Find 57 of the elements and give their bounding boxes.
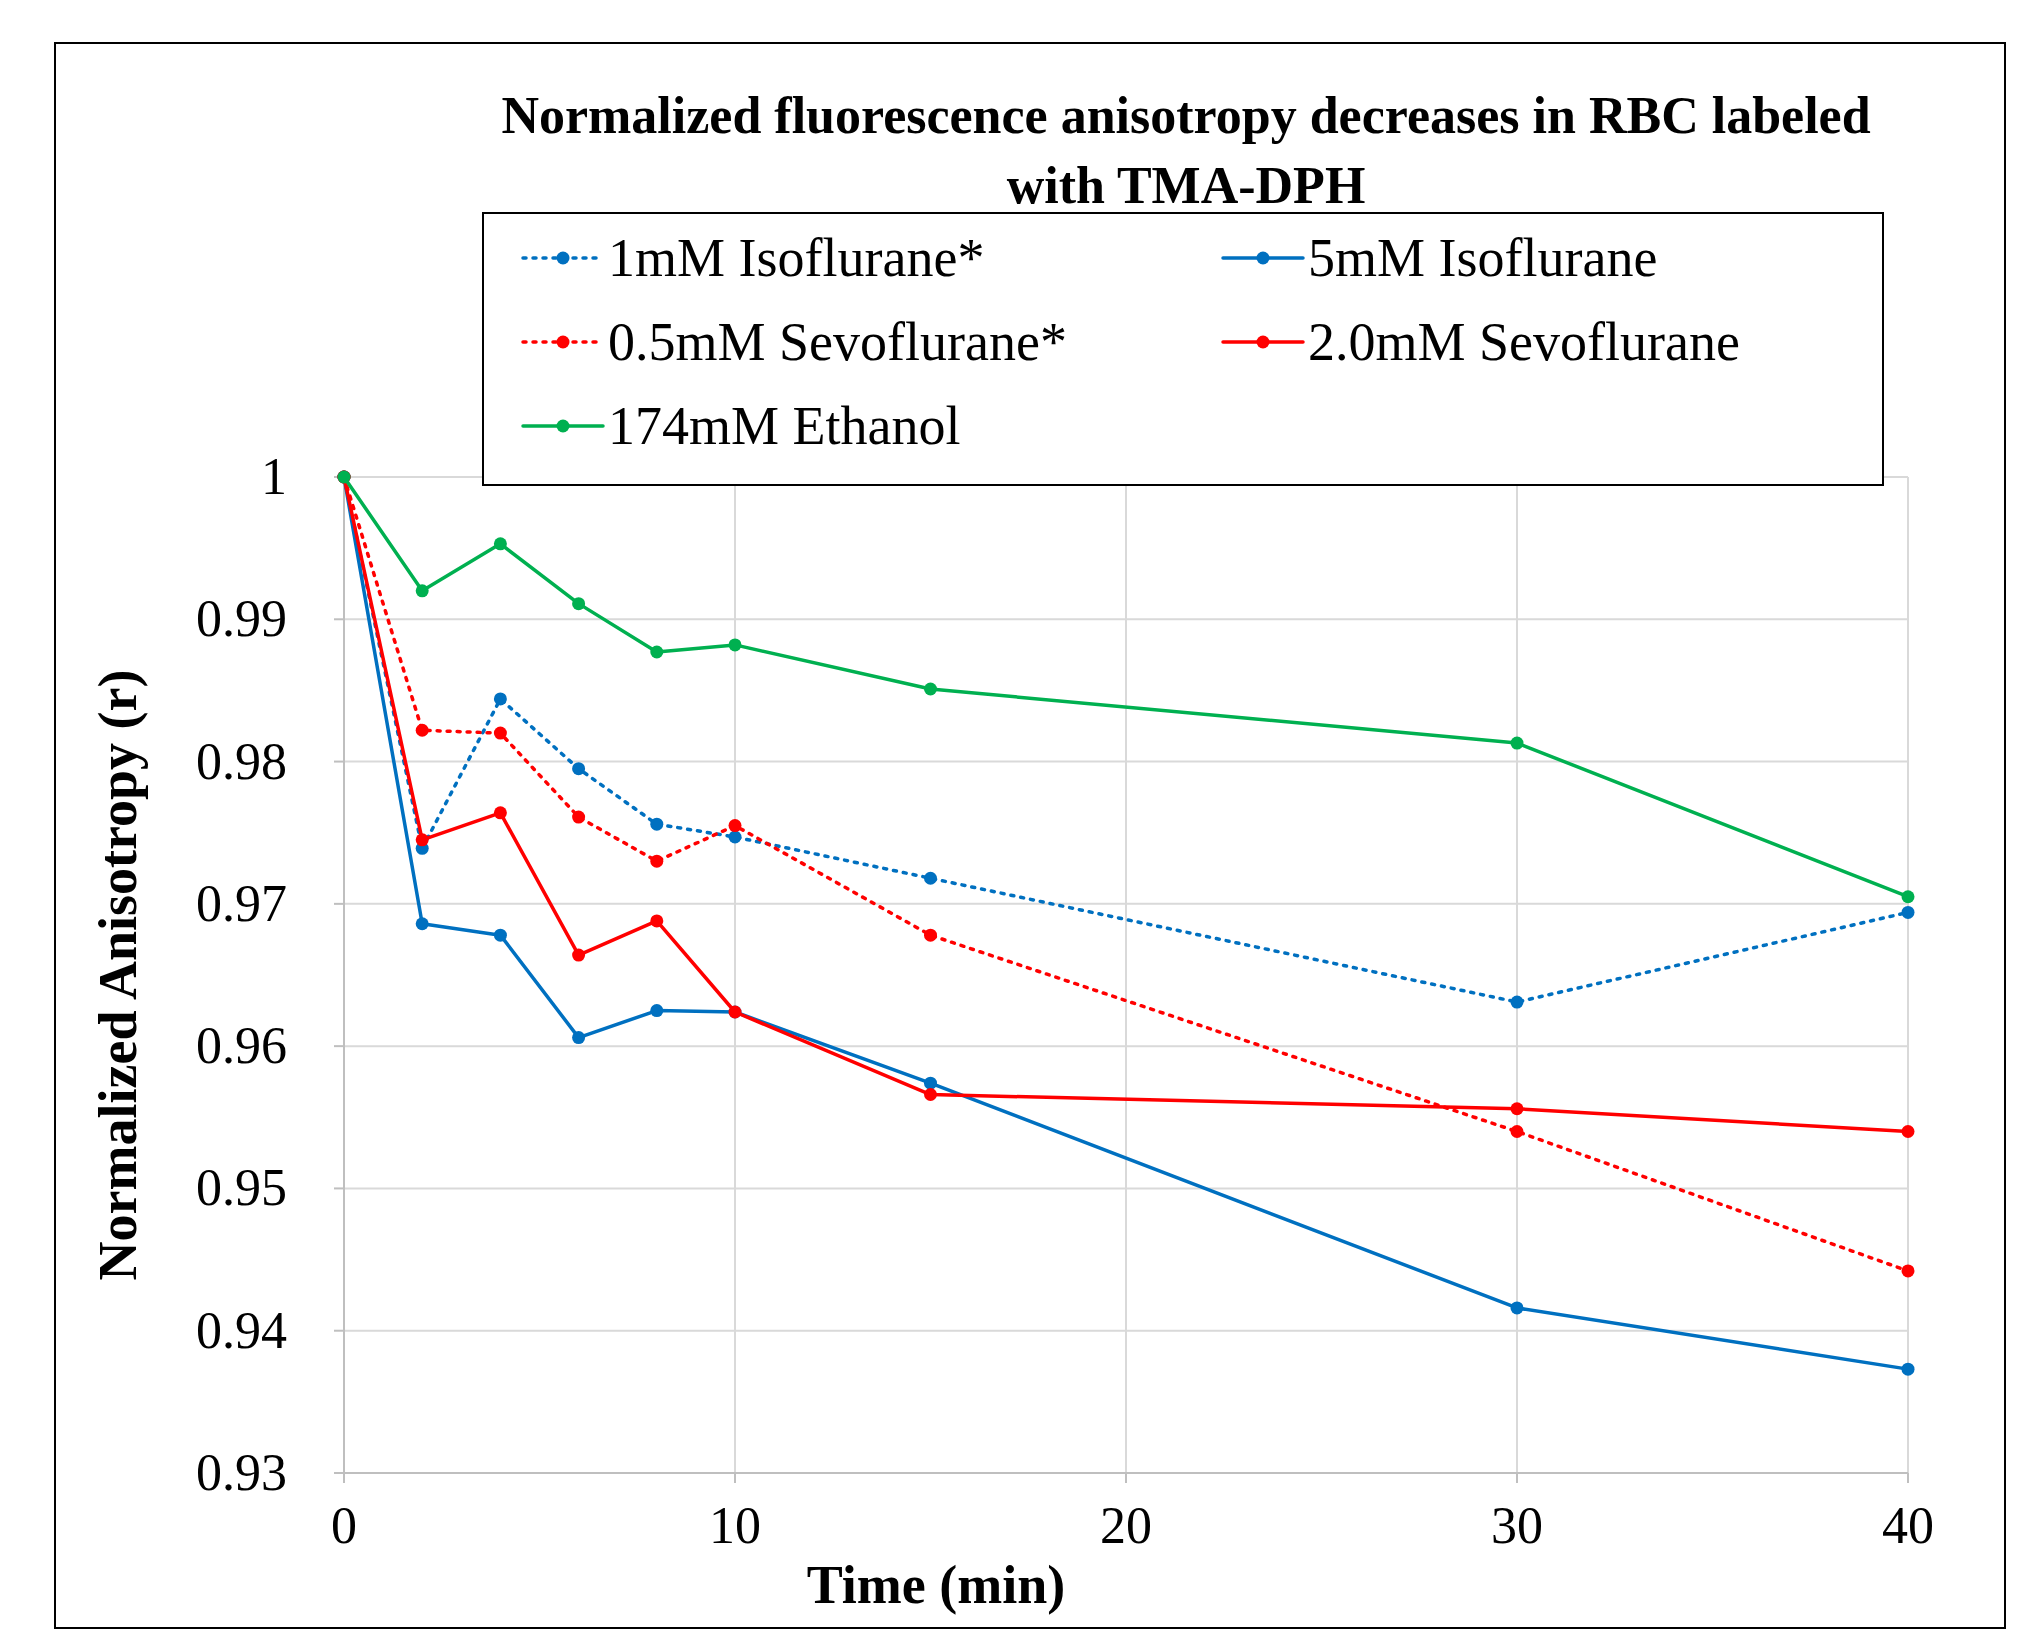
- point: [1901, 1362, 1915, 1376]
- point: [650, 854, 664, 868]
- point: [1510, 1125, 1524, 1139]
- point: [415, 723, 429, 737]
- point: [1510, 736, 1524, 750]
- point: [728, 638, 742, 652]
- point: [728, 819, 742, 833]
- y-tick-label: 1: [261, 448, 287, 505]
- point: [493, 726, 507, 740]
- point: [924, 682, 937, 696]
- point: [924, 1088, 937, 1102]
- legend-label: 5mM Isoflurane: [1308, 228, 1658, 288]
- legend-label: 174mM Ethanol: [608, 396, 961, 456]
- point: [650, 1004, 664, 1018]
- point: [415, 833, 429, 847]
- legend-label: 0.5mM Sevoflurane*: [608, 312, 1067, 372]
- point: [650, 914, 664, 928]
- x-tick-label: 10: [709, 1497, 761, 1554]
- point: [650, 645, 664, 659]
- x-tick-label: 30: [1491, 1497, 1543, 1554]
- point: [1510, 1301, 1524, 1315]
- y-tick-label: 0.93: [196, 1444, 287, 1501]
- legend-label: 2.0mM Sevoflurane: [1308, 312, 1740, 372]
- point: [572, 810, 586, 824]
- x-tick-label: 40: [1882, 1497, 1934, 1554]
- point: [415, 917, 429, 931]
- y-tick-label: 0.96: [196, 1017, 287, 1075]
- y-axis-title: Normalized Anisotropy (r): [88, 669, 148, 1281]
- y-tick-label: 0.98: [196, 732, 287, 790]
- point: [415, 584, 429, 598]
- x-tick-label: 0: [331, 1497, 357, 1554]
- point: [924, 871, 937, 885]
- point: [1901, 1264, 1915, 1278]
- point: [572, 1031, 586, 1045]
- point: [650, 817, 664, 831]
- point: [572, 948, 586, 962]
- x-axis-title: Time (min): [806, 1555, 1066, 1615]
- point: [924, 1076, 937, 1090]
- x-tick-label: 20: [1100, 1497, 1152, 1554]
- point: [493, 537, 507, 551]
- point: [1901, 1125, 1915, 1139]
- point: [924, 928, 937, 942]
- y-tick-label: 0.97: [196, 874, 287, 932]
- point: [1901, 905, 1915, 919]
- chart-title: Normalized fluorescence anisotropy decreases in RBC labeled with TMA-DPH: [501, 87, 1871, 214]
- y-tick-label: 0.94: [196, 1301, 287, 1359]
- point: [1510, 995, 1524, 1009]
- point: [1901, 890, 1915, 904]
- legend-label: 1mM Isoflurane*: [608, 228, 985, 288]
- point: [493, 928, 507, 942]
- point: [572, 597, 586, 611]
- y-tick-label: 0.99: [196, 590, 287, 648]
- point: [1510, 1102, 1524, 1116]
- y-tick-label: 0.95: [196, 1159, 287, 1217]
- point: [493, 806, 507, 820]
- point: [572, 762, 586, 776]
- point: [493, 692, 507, 706]
